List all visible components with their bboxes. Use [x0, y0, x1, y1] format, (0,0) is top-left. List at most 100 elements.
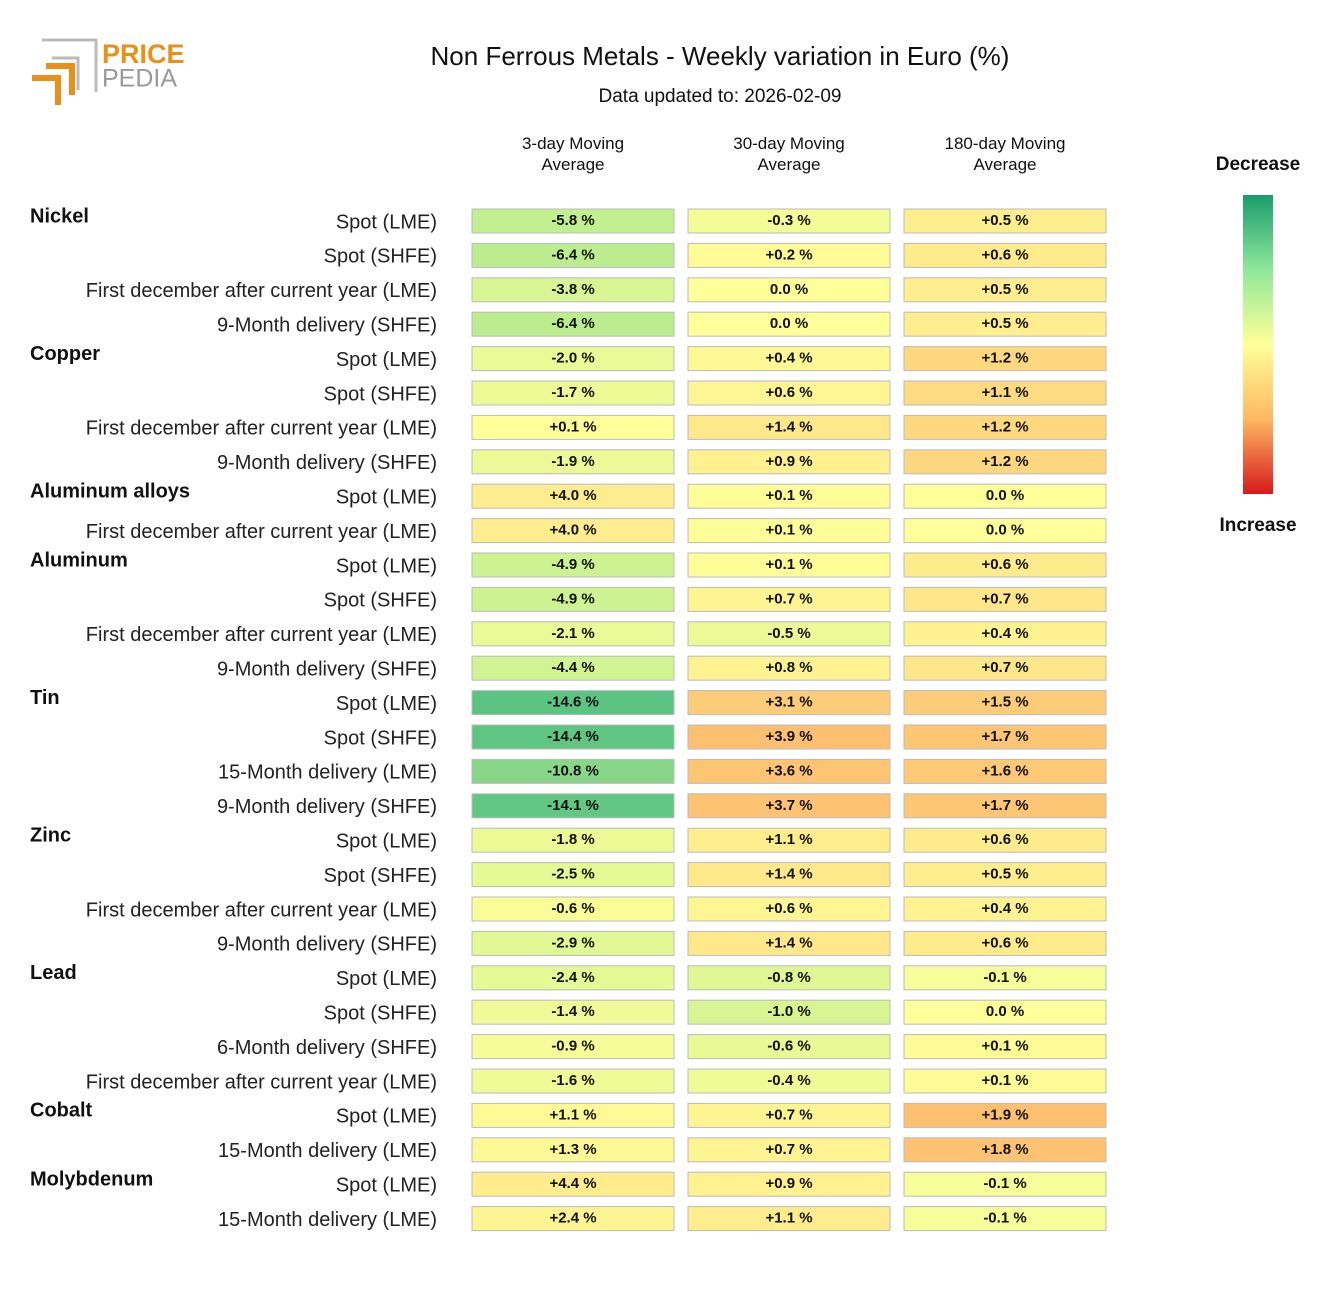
heatmap-cell: [471, 1206, 675, 1232]
heatmap-cell: [903, 896, 1107, 922]
group-label: Nickel: [30, 205, 89, 227]
row-label: First december after current year (LME): [86, 1071, 437, 1093]
cell-label: +0.7 %: [765, 1106, 812, 1123]
heatmap-cell: [687, 621, 891, 647]
heatmap-cell: [687, 346, 891, 372]
cell-label: 0.0 %: [986, 487, 1024, 504]
heatmap-cell: [471, 758, 675, 784]
heatmap-cell: [903, 518, 1107, 544]
cell-label: -1.6 %: [551, 1072, 594, 1089]
cell-label: +0.1 %: [981, 1038, 1028, 1055]
cell-label: +3.9 %: [765, 728, 812, 745]
heatmap-cell: [471, 655, 675, 681]
cell-label: +0.4 %: [981, 900, 1028, 917]
heatmap-cell: [687, 311, 891, 337]
row-label: 6-Month delivery (SHFE): [217, 1037, 437, 1059]
heatmap-cell: [471, 518, 675, 544]
cell-label: +3.6 %: [765, 762, 812, 779]
cell-label: +0.7 %: [981, 590, 1028, 607]
heatmap-cell: [471, 1137, 675, 1163]
heatmap-cell: [903, 1068, 1107, 1094]
cell-label: -0.6 %: [551, 900, 594, 917]
row-label: Spot (LME): [336, 968, 437, 990]
cell-label: +0.6 %: [981, 934, 1028, 951]
cell-label: +0.1 %: [765, 522, 812, 539]
group-label: Lead: [30, 962, 77, 984]
row-label: First december after current year (LME): [86, 280, 437, 302]
heatmap-cell: [687, 930, 891, 956]
row-label: First december after current year (LME): [86, 418, 437, 440]
row-label: Spot (SHFE): [324, 1002, 437, 1024]
heatmap-cell: [687, 896, 891, 922]
cell-label: -3.8 %: [551, 281, 594, 298]
heatmap-cell: [903, 1206, 1107, 1232]
heatmap-cell: [687, 1206, 891, 1232]
cell-label: +0.5 %: [981, 281, 1028, 298]
heatmap-cell: [687, 862, 891, 888]
chart-title: Non Ferrous Metals - Weekly variation in…: [431, 41, 1010, 71]
row-label: 15-Month delivery (LME): [218, 762, 437, 784]
cell-label: +0.6 %: [981, 831, 1028, 848]
row-label: 9-Month delivery (SHFE): [217, 796, 437, 818]
heatmap-cell: [471, 586, 675, 612]
heatmap-cell: [903, 655, 1107, 681]
heatmap-cell: [471, 277, 675, 303]
row-label: 9-Month delivery (SHFE): [217, 934, 437, 956]
heatmap-cell: [471, 1102, 675, 1128]
heatmap-cell: [903, 586, 1107, 612]
heatmap-cell: [903, 724, 1107, 750]
heatmap-cell: [903, 208, 1107, 234]
heatmap-cell: [903, 758, 1107, 784]
cell-label: +3.7 %: [765, 797, 812, 814]
row-label: Spot (SHFE): [324, 727, 437, 749]
cell-label: +1.7 %: [981, 797, 1028, 814]
cell-label: +4.0 %: [549, 487, 596, 504]
heatmap-cell: [903, 862, 1107, 888]
cell-label: +0.1 %: [981, 1072, 1028, 1089]
heatmap-cell: [471, 1068, 675, 1094]
cell-label: +1.4 %: [765, 418, 812, 435]
cell-label: -14.6 %: [547, 694, 599, 711]
heatmap-cell: [687, 690, 891, 716]
row-label: Spot (SHFE): [324, 246, 437, 268]
row-label: Spot (LME): [336, 486, 437, 508]
cell-label: +3.1 %: [765, 694, 812, 711]
cell-label: -0.6 %: [767, 1038, 810, 1055]
heatmap-cell: [687, 449, 891, 475]
heatmap-cell: [471, 346, 675, 372]
heatmap-cell: [687, 483, 891, 509]
heatmap-cell: [687, 965, 891, 991]
heatmap-cell: [471, 242, 675, 268]
group-label: Molybdenum: [30, 1168, 153, 1190]
heatmap-cell: [687, 1102, 891, 1128]
heatmap-cell: [903, 1171, 1107, 1197]
row-label: Spot (LME): [336, 830, 437, 852]
column-header: 3-day Moving Average: [522, 134, 624, 174]
row-label: First december after current year (LME): [86, 521, 437, 543]
heatmap-cell: [687, 208, 891, 234]
heatmap-cell: [903, 346, 1107, 372]
cell-label: -0.1 %: [983, 969, 1026, 986]
cell-label: -0.1 %: [983, 1175, 1026, 1192]
cell-label: -1.9 %: [551, 453, 594, 470]
heatmap-cell: [471, 827, 675, 853]
cell-label: +0.7 %: [981, 659, 1028, 676]
cell-label: +1.9 %: [981, 1106, 1028, 1123]
heatmap-cell: [903, 449, 1107, 475]
heatmap-cell: [471, 1034, 675, 1060]
cell-label: -1.8 %: [551, 831, 594, 848]
cell-label: -6.4 %: [551, 246, 594, 263]
column-header: 180-day Moving Average: [945, 134, 1066, 174]
row-label: Spot (SHFE): [324, 590, 437, 612]
heatmap-cell: [687, 1137, 891, 1163]
logo-bottom: PEDIA: [102, 65, 177, 93]
cell-label: +1.2 %: [981, 350, 1028, 367]
cell-label: -4.9 %: [551, 556, 594, 573]
cell-label: -2.4 %: [551, 969, 594, 986]
cell-label: +0.9 %: [765, 1175, 812, 1192]
group-label: Copper: [30, 343, 100, 365]
heatmap-cell: [903, 483, 1107, 509]
heatmap-cell: [471, 793, 675, 819]
heatmap-cell: [687, 827, 891, 853]
heatmap-cell: [903, 930, 1107, 956]
